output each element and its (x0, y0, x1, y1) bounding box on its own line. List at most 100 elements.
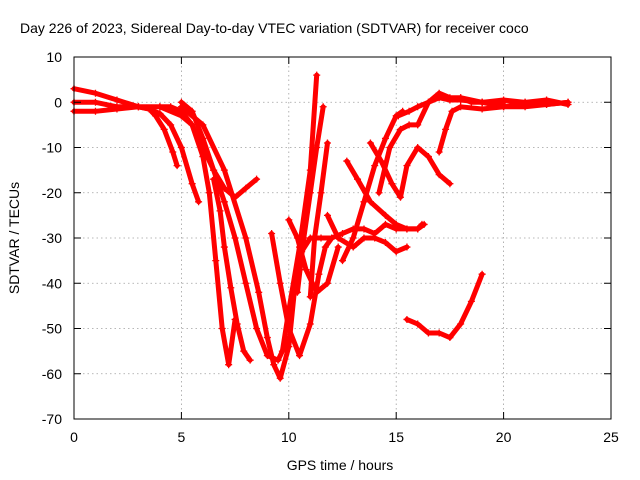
data-point (227, 284, 235, 292)
data-point (242, 184, 250, 192)
data-point (91, 98, 99, 106)
series-line-pass-7 (178, 104, 335, 381)
data-point (500, 96, 508, 104)
series-markers-pass-20 (403, 270, 486, 342)
data-point (323, 279, 331, 287)
data-point (285, 343, 293, 351)
data-point (317, 234, 325, 242)
data-point (296, 352, 304, 360)
x-tick-label: 10 (281, 429, 297, 445)
data-point (91, 89, 99, 97)
data-point (293, 288, 301, 296)
series-markers-pass-13 (323, 211, 411, 256)
data-point (233, 320, 241, 328)
data-point (156, 103, 164, 111)
data-point (360, 234, 368, 242)
y-tick-label: -20 (42, 185, 62, 201)
x-axis-title: GPS time / hours (287, 457, 394, 473)
data-point (268, 229, 276, 237)
data-point (543, 96, 551, 104)
series-markers-pass-5 (210, 175, 254, 364)
data-point (435, 148, 443, 156)
data-point (300, 234, 308, 242)
data-point (414, 320, 422, 328)
data-point (167, 103, 175, 111)
data-point (313, 71, 321, 79)
data-point (317, 189, 325, 197)
data-point (306, 293, 314, 301)
series-markers-pass-10 (285, 216, 342, 296)
data-point (424, 153, 432, 161)
data-point (311, 234, 319, 242)
data-point (113, 103, 121, 111)
data-point (405, 121, 413, 129)
grid-layer (74, 57, 611, 419)
data-point (564, 101, 572, 109)
data-point (293, 234, 301, 242)
y-tick-label: 10 (46, 49, 62, 65)
data-point (381, 220, 389, 228)
data-point (285, 216, 293, 224)
data-point (270, 361, 278, 369)
data-point (199, 134, 207, 142)
data-point (242, 279, 250, 287)
series-markers-pass-16 (366, 139, 454, 201)
data-point (478, 105, 486, 113)
y-tick-label: -60 (42, 366, 62, 382)
data-point (220, 166, 228, 174)
data-point (349, 234, 357, 242)
data-point (446, 334, 454, 342)
data-point (216, 207, 224, 215)
data-point (313, 144, 321, 151)
chart-title: Day 226 of 2023, Sidereal Day-to-day VTE… (20, 20, 529, 36)
data-point (435, 171, 443, 179)
y-tick-label: 0 (54, 94, 62, 110)
data-point (231, 234, 239, 242)
data-point (323, 211, 331, 219)
data-point (160, 125, 168, 133)
series-markers-pass-15 (343, 157, 428, 233)
data-point (276, 279, 284, 287)
series-layer (70, 71, 572, 382)
data-point (371, 162, 379, 170)
data-point (218, 325, 226, 332)
y-tick-label: -30 (42, 230, 62, 246)
data-point (199, 153, 207, 161)
data-point (306, 320, 314, 328)
data-point (403, 225, 411, 233)
x-tick-label: 0 (70, 429, 78, 445)
data-point (199, 121, 207, 129)
data-point (225, 361, 233, 369)
data-point (343, 157, 351, 165)
data-point (169, 148, 177, 156)
data-point (220, 198, 228, 206)
y-tick-label: -50 (42, 321, 62, 337)
data-point (366, 198, 374, 206)
data-point (321, 243, 329, 251)
y-axis-title: SDTVAR / TECUs (6, 182, 22, 294)
data-point (405, 107, 413, 115)
y-tick-label: -70 (42, 411, 62, 427)
data-point (457, 94, 465, 102)
series-line-pass-21 (458, 95, 571, 107)
data-point (457, 103, 465, 111)
data-point (339, 257, 346, 265)
data-point (403, 162, 411, 170)
data-point (377, 157, 385, 165)
data-point (302, 266, 310, 274)
data-point (177, 144, 185, 151)
data-point (278, 347, 286, 355)
data-point (285, 306, 293, 314)
series-line-pass-12 (307, 140, 330, 300)
data-point (521, 98, 529, 106)
data-point (414, 225, 422, 233)
data-point (396, 125, 404, 133)
data-point (435, 94, 443, 102)
data-point (392, 220, 400, 228)
data-point (457, 320, 465, 328)
data-point (403, 315, 411, 323)
series-line-pass-20 (404, 271, 485, 341)
data-point (448, 107, 456, 115)
data-point (467, 297, 475, 305)
data-point (394, 112, 402, 120)
